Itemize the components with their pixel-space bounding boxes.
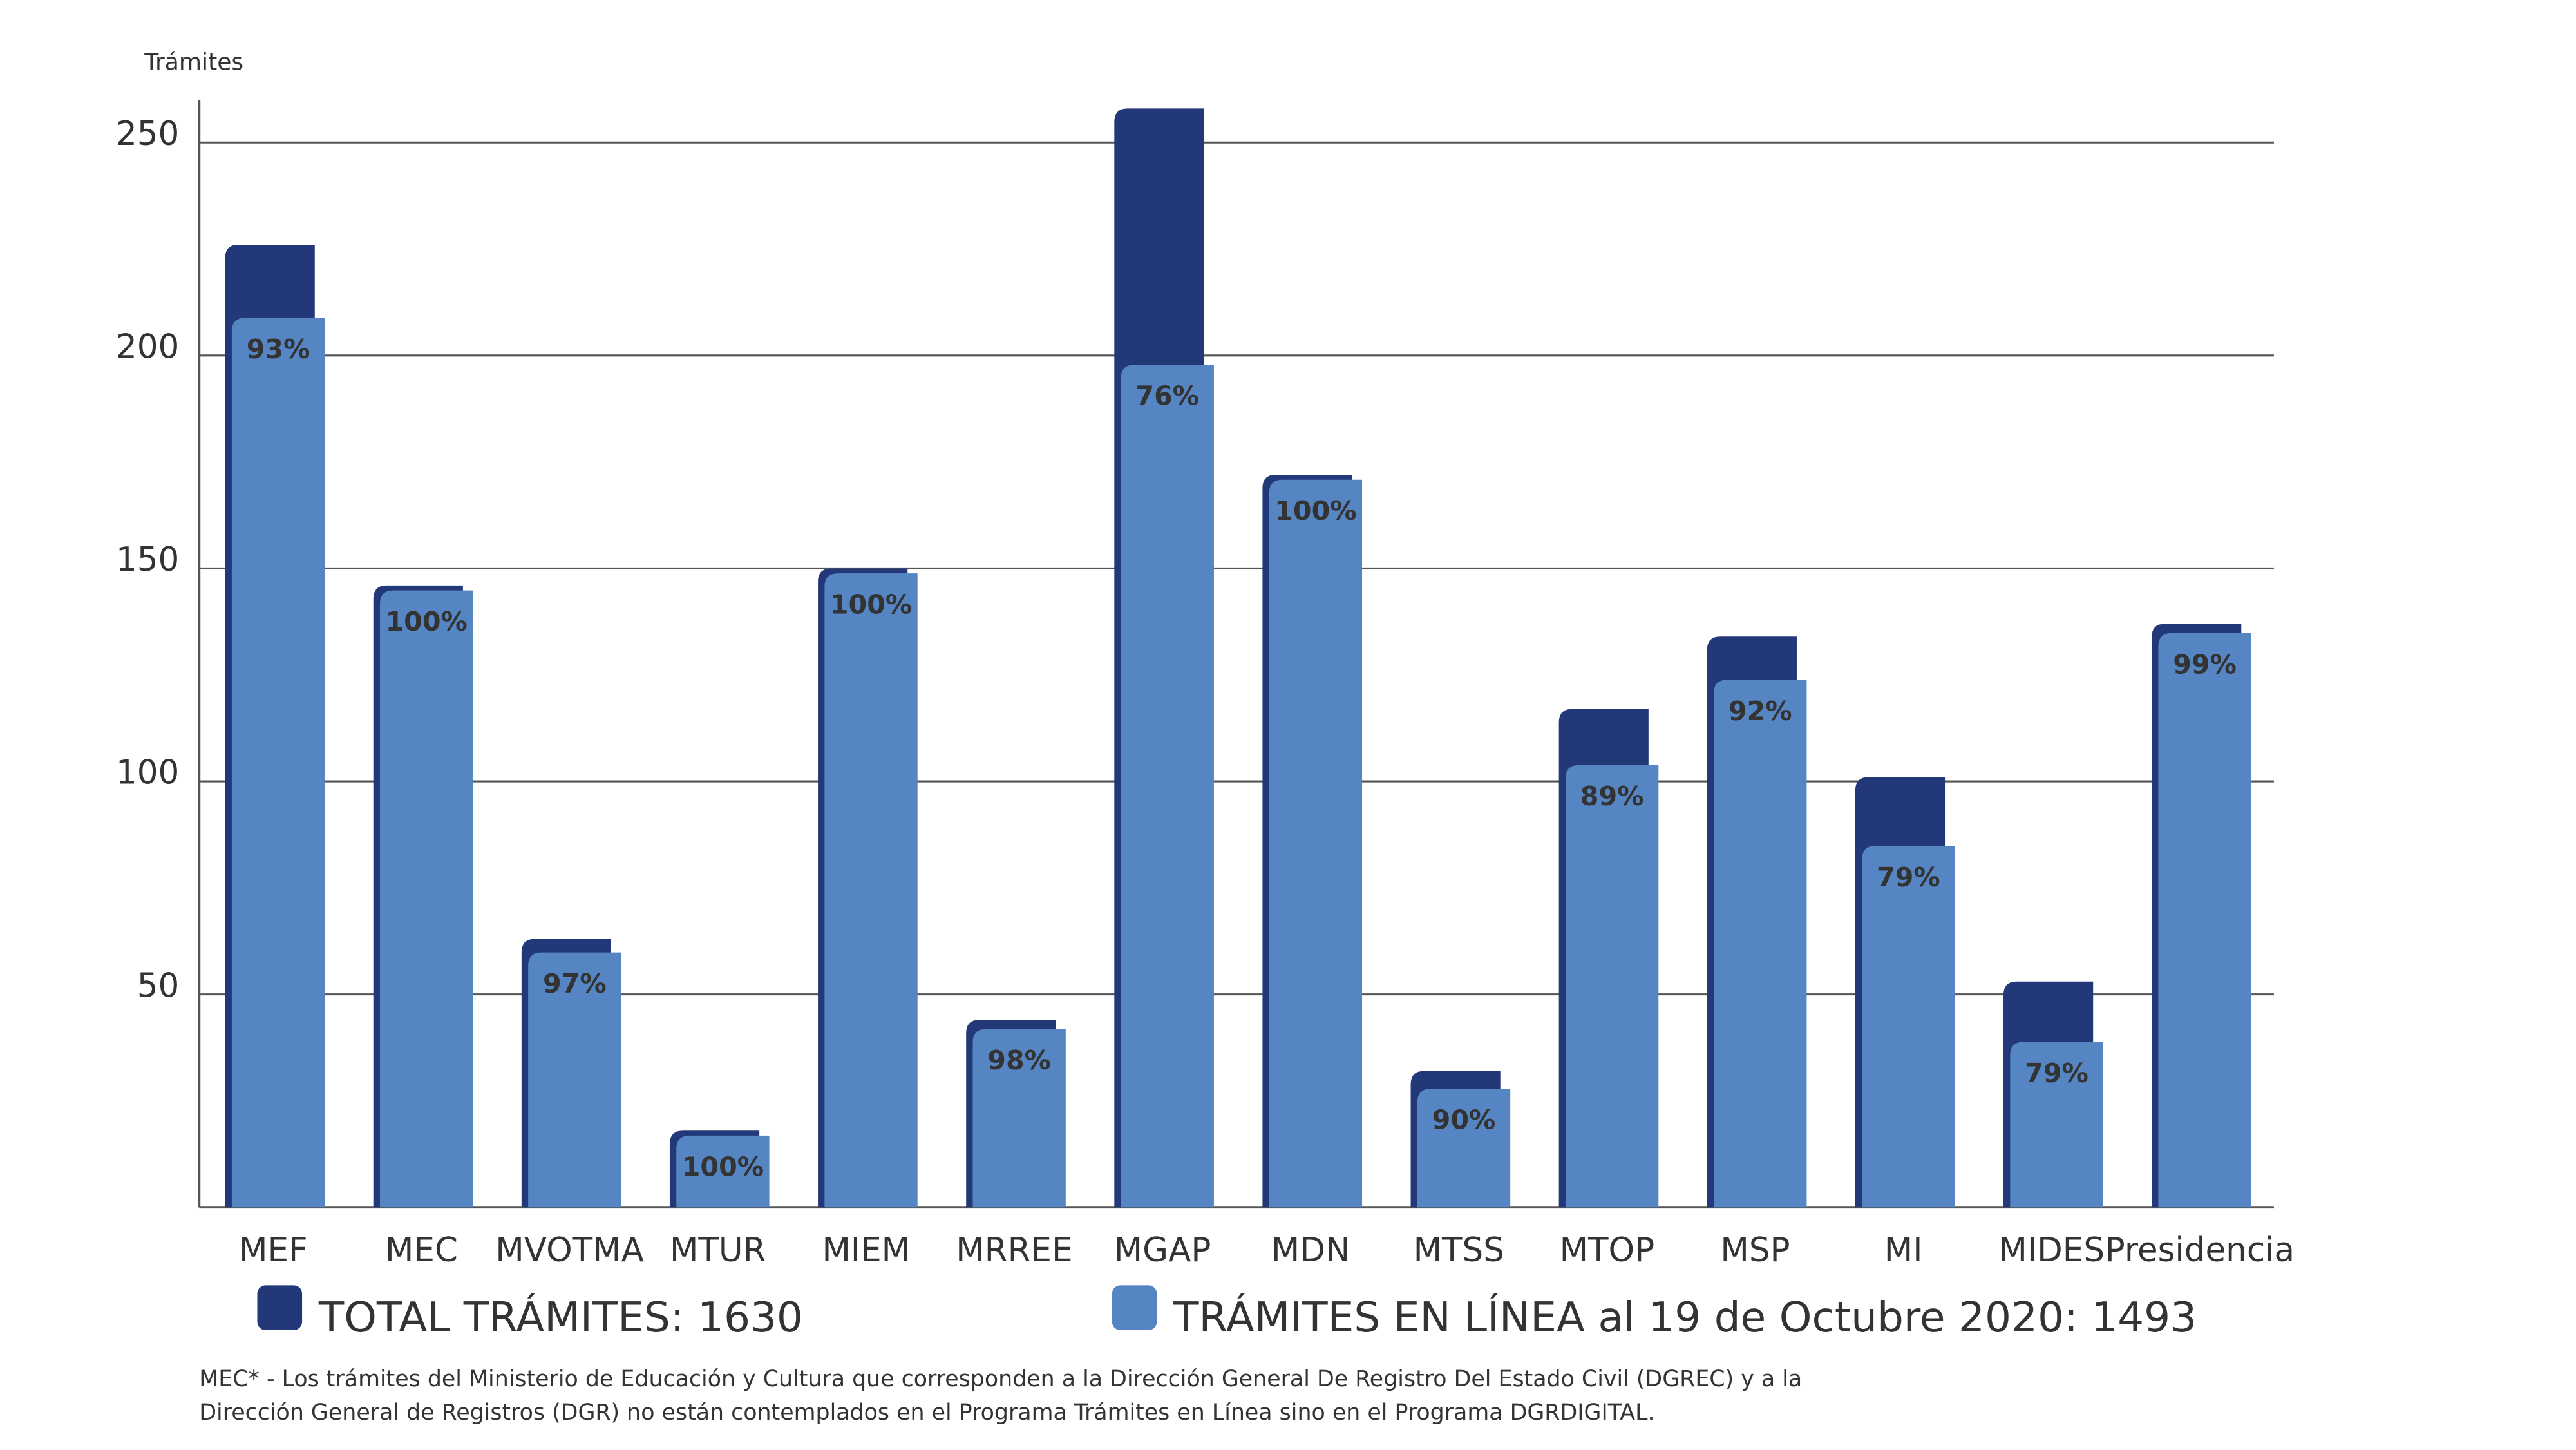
y-tick-label: 250 [116, 115, 179, 153]
legend-label: TRÁMITES EN LÍNEA al 19 de Octubre 2020:… [1173, 1293, 2197, 1342]
online-bar [2158, 633, 2251, 1208]
x-tick-label: MGAP [1114, 1231, 1211, 1270]
x-tick-label: MIEM [822, 1231, 910, 1270]
online-bar [1121, 365, 1214, 1208]
percent-label: 79% [2025, 1058, 2088, 1089]
x-tick-label: MRREE [956, 1231, 1072, 1270]
online-bar [676, 1135, 770, 1208]
y-tick-label: 50 [137, 966, 180, 1005]
percent-label: 99% [2173, 649, 2237, 680]
online-bar [972, 1029, 1066, 1208]
online-bar [231, 318, 325, 1208]
legend-swatch [1112, 1285, 1157, 1330]
percent-label: 100% [386, 606, 468, 637]
percent-label: 76% [1135, 381, 1199, 412]
percent-label: 98% [987, 1045, 1051, 1076]
legend-swatch [257, 1285, 303, 1330]
legend-label: TOTAL TRÁMITES: 1630 [318, 1293, 803, 1342]
online-bar [528, 952, 621, 1208]
percent-label: 100% [1274, 495, 1356, 526]
x-tick-label: MTSS [1414, 1231, 1504, 1270]
online-bar [824, 573, 918, 1208]
percent-label: 97% [543, 968, 607, 999]
percent-label: 90% [1432, 1105, 1496, 1136]
y-tick-label: 100 [116, 754, 179, 792]
percent-label: 92% [1728, 696, 1792, 727]
online-bar [2010, 1042, 2103, 1208]
percent-label: 100% [682, 1151, 764, 1182]
online-bar [1862, 846, 1955, 1208]
x-tick-label: MTUR [670, 1231, 766, 1270]
x-tick-label: MEF [239, 1231, 308, 1270]
footnote: Dirección General de Registros (DGR) no … [199, 1400, 1654, 1426]
percent-label: 100% [830, 589, 912, 620]
online-bar [1714, 680, 1807, 1208]
x-tick-label: MTOP [1560, 1231, 1655, 1270]
online-bar [1565, 765, 1659, 1208]
x-tick-label: MIDES [1998, 1231, 2105, 1270]
x-tick-label: MI [1884, 1231, 1923, 1270]
online-bar [380, 590, 473, 1208]
footnote: MEC* - Los trámites del Ministerio de Ed… [199, 1366, 1802, 1392]
x-tick-label: MEC [385, 1231, 458, 1270]
x-tick-label: Presidencia [2105, 1231, 2295, 1270]
y-tick-label: 200 [116, 328, 179, 367]
y-tick-label: 150 [116, 540, 179, 579]
online-bar [1417, 1089, 1511, 1208]
percent-label: 89% [1580, 781, 1644, 812]
x-tick-label: MSP [1720, 1231, 1790, 1270]
x-tick-label: MDN [1271, 1231, 1350, 1270]
online-bar [1269, 479, 1363, 1208]
percent-label: 79% [1877, 862, 1940, 893]
y-axis-label: Trámites [144, 48, 243, 75]
x-tick-label: MVOTMA [495, 1231, 644, 1270]
percent-label: 93% [247, 334, 310, 365]
